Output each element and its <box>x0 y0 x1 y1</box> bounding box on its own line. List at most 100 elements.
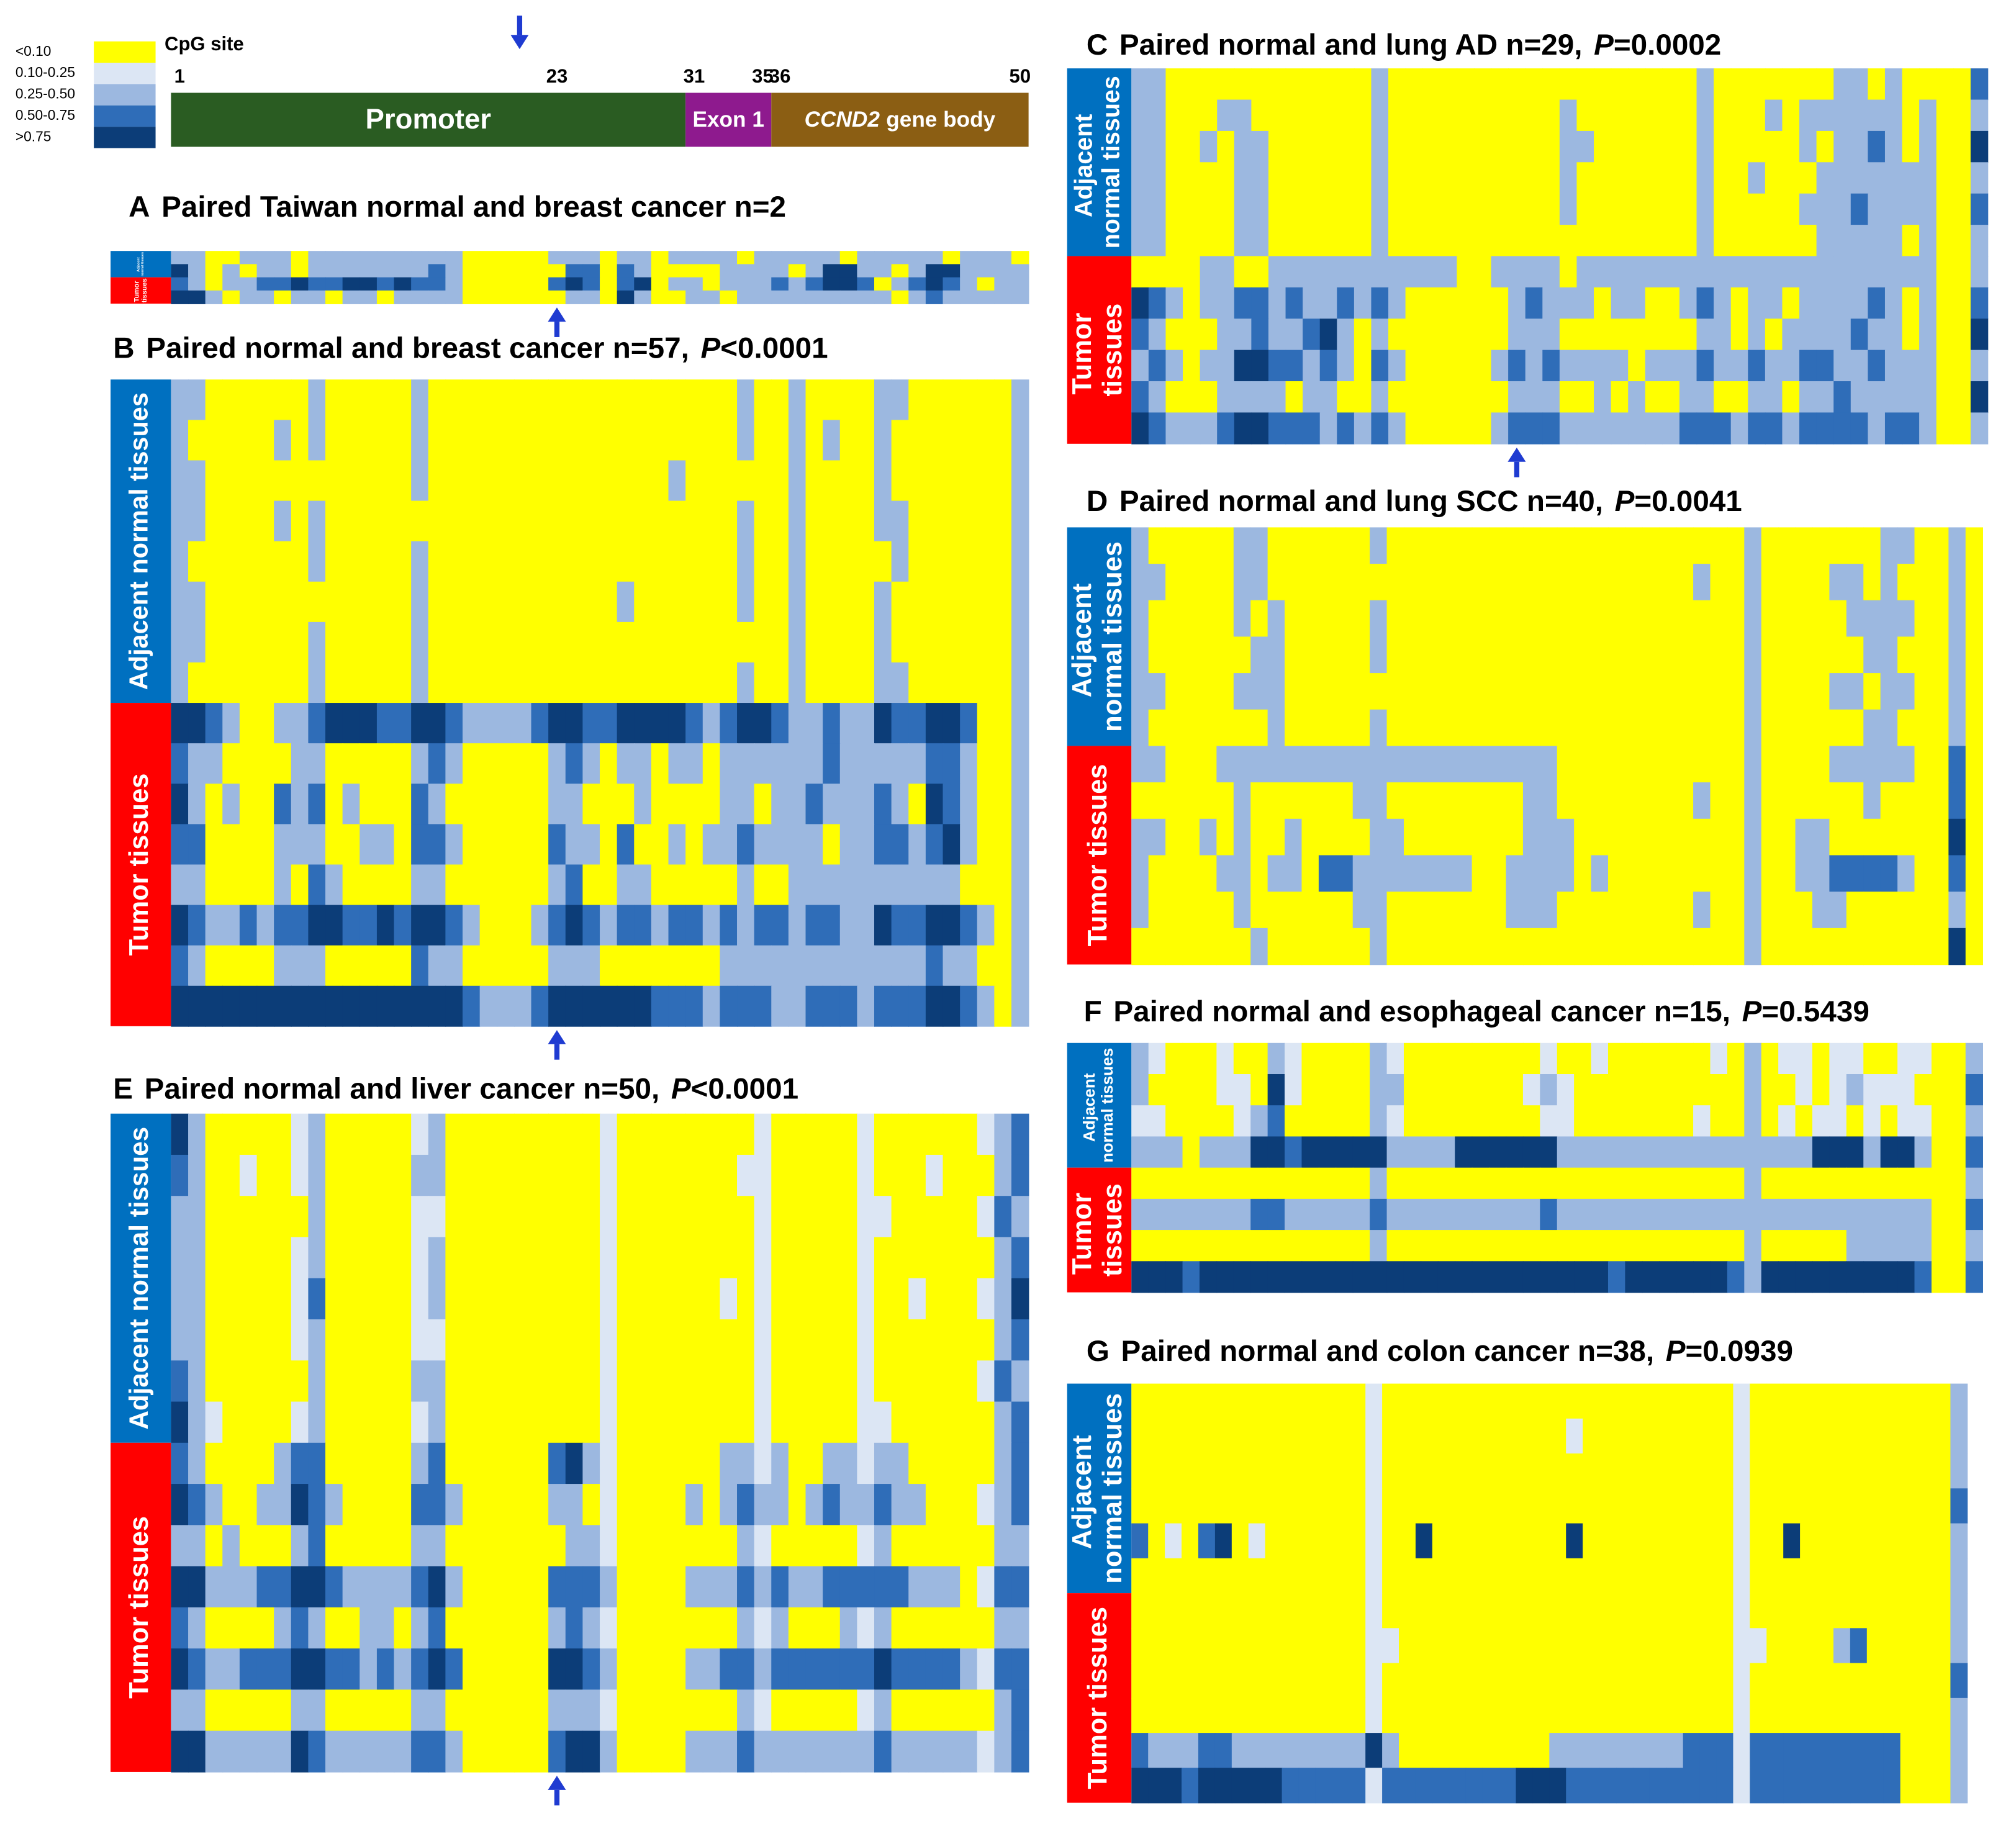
heatmap-cell <box>445 784 463 825</box>
panel-title-text: Paired normal and breast cancer n=57, <box>146 332 689 364</box>
heatmap-cell <box>463 1484 481 1526</box>
heatmap-cell <box>651 420 669 461</box>
heatmap-cell <box>771 379 789 421</box>
heatmap-cell <box>205 1525 224 1567</box>
heatmap-cell <box>1200 162 1218 194</box>
heatmap-cell <box>1540 892 1558 929</box>
heatmap-cell <box>479 1648 498 1691</box>
heatmap-cell <box>1508 162 1526 194</box>
heatmap-cell <box>1679 381 1697 413</box>
heatmap-cell <box>1812 782 1830 820</box>
heatmap-cell <box>1662 287 1680 320</box>
heatmap-cell <box>222 277 240 291</box>
heatmap-cell <box>1131 225 1149 257</box>
heatmap-cell <box>1549 1418 1567 1454</box>
heatmap-cell <box>1591 636 1609 674</box>
heatmap-cell <box>668 1237 686 1279</box>
heatmap-cell <box>1549 1768 1567 1804</box>
heatmap-cell <box>1421 892 1439 929</box>
heatmap-cell <box>1183 412 1201 445</box>
heatmap-cell <box>1200 225 1218 257</box>
heatmap-cell <box>1165 193 1183 225</box>
heatmap-cell <box>1216 1167 1234 1200</box>
heatmap-cell <box>239 905 258 946</box>
heatmap-cell <box>1594 130 1612 163</box>
heatmap-cell <box>1422 99 1440 132</box>
heatmap-cell <box>497 500 515 542</box>
heatmap-cell <box>1800 1383 1817 1419</box>
heatmap-cell <box>977 1196 995 1238</box>
heatmap-cell <box>463 1196 481 1238</box>
heatmap-cell <box>1455 1074 1473 1106</box>
heatmap-cell <box>1216 782 1234 820</box>
heatmap-cell <box>1599 1418 1617 1454</box>
heatmap-cell <box>1666 1453 1684 1489</box>
heatmap-cell <box>513 460 532 502</box>
heatmap-cell <box>1750 1768 1768 1804</box>
heatmap-cell <box>617 1607 635 1649</box>
heatmap-cell <box>1337 412 1355 445</box>
heatmap-cell <box>1880 673 1898 710</box>
heatmap-cell <box>308 1154 326 1197</box>
heatmap-cell <box>1829 1230 1847 1262</box>
heatmap-cell <box>1591 746 1609 783</box>
heatmap-cell <box>1948 1198 1966 1231</box>
heatmap-cell <box>359 1689 377 1732</box>
heatmap-cell <box>1301 892 1319 929</box>
heatmap-cell <box>1642 1261 1660 1293</box>
heatmap-cell <box>325 1401 343 1444</box>
heatmap-cell <box>1315 1628 1333 1664</box>
heatmap-cell <box>1716 1663 1734 1699</box>
heatmap-cell <box>1662 256 1680 288</box>
heatmap-cell <box>256 1360 274 1403</box>
heatmap-cell <box>1449 1663 1467 1699</box>
heatmap-cell <box>428 1278 446 1320</box>
heatmap-cell <box>754 945 772 987</box>
heatmap-cell <box>222 379 240 421</box>
heatmap-cell <box>1319 287 1338 320</box>
heatmap-cell <box>1699 1768 1717 1804</box>
heatmap-cell <box>942 264 961 278</box>
heatmap-cell <box>1352 709 1370 747</box>
heatmap-cell <box>1352 928 1370 965</box>
heatmap-cell <box>411 1360 429 1403</box>
heatmap-cell <box>1599 1628 1617 1664</box>
heatmap-cell <box>1710 564 1728 601</box>
heatmap-cell <box>1011 1237 1029 1279</box>
heatmap-cell <box>1506 1074 1524 1106</box>
heatmap-cell <box>1902 319 1920 351</box>
heatmap-cell <box>1599 1558 1617 1594</box>
heatmap-cell <box>1011 1401 1029 1444</box>
heatmap-cell <box>1508 319 1526 351</box>
heatmap-cell <box>1403 928 1422 965</box>
heatmap-cell <box>342 1237 361 1279</box>
heatmap-cell <box>977 460 995 502</box>
heatmap-cell <box>1953 68 1971 101</box>
heatmap-cell <box>582 264 600 278</box>
heatmap-cell <box>376 541 395 582</box>
heatmap-cell <box>325 1360 343 1403</box>
heatmap-cell <box>1432 1558 1450 1594</box>
heatmap-cell <box>1766 1453 1784 1489</box>
heatmap-cell <box>1234 412 1252 445</box>
heatmap-cell <box>668 621 686 663</box>
heatmap-cell <box>1557 1167 1575 1200</box>
heatmap-cell <box>823 1319 841 1362</box>
heatmap-cell <box>634 581 652 623</box>
heatmap-cell <box>651 460 669 502</box>
heatmap-cell <box>1319 256 1338 288</box>
heatmap-cell <box>1950 1558 1968 1594</box>
heatmap-cell <box>1457 381 1475 413</box>
heatmap-cell <box>977 1730 995 1773</box>
heatmap-cell <box>1659 1074 1677 1106</box>
heatmap-cell <box>942 541 961 582</box>
heatmap-cell <box>960 1566 978 1608</box>
heatmap-cell <box>308 1442 326 1484</box>
heatmap-cell <box>617 1730 635 1773</box>
heatmap-cell <box>1812 1074 1830 1106</box>
heatmap-cell <box>977 1607 995 1649</box>
heatmap-cell <box>977 251 995 265</box>
heatmap-cell <box>668 1154 686 1197</box>
heatmap-cell <box>291 460 309 502</box>
heatmap-cell <box>1659 818 1677 856</box>
